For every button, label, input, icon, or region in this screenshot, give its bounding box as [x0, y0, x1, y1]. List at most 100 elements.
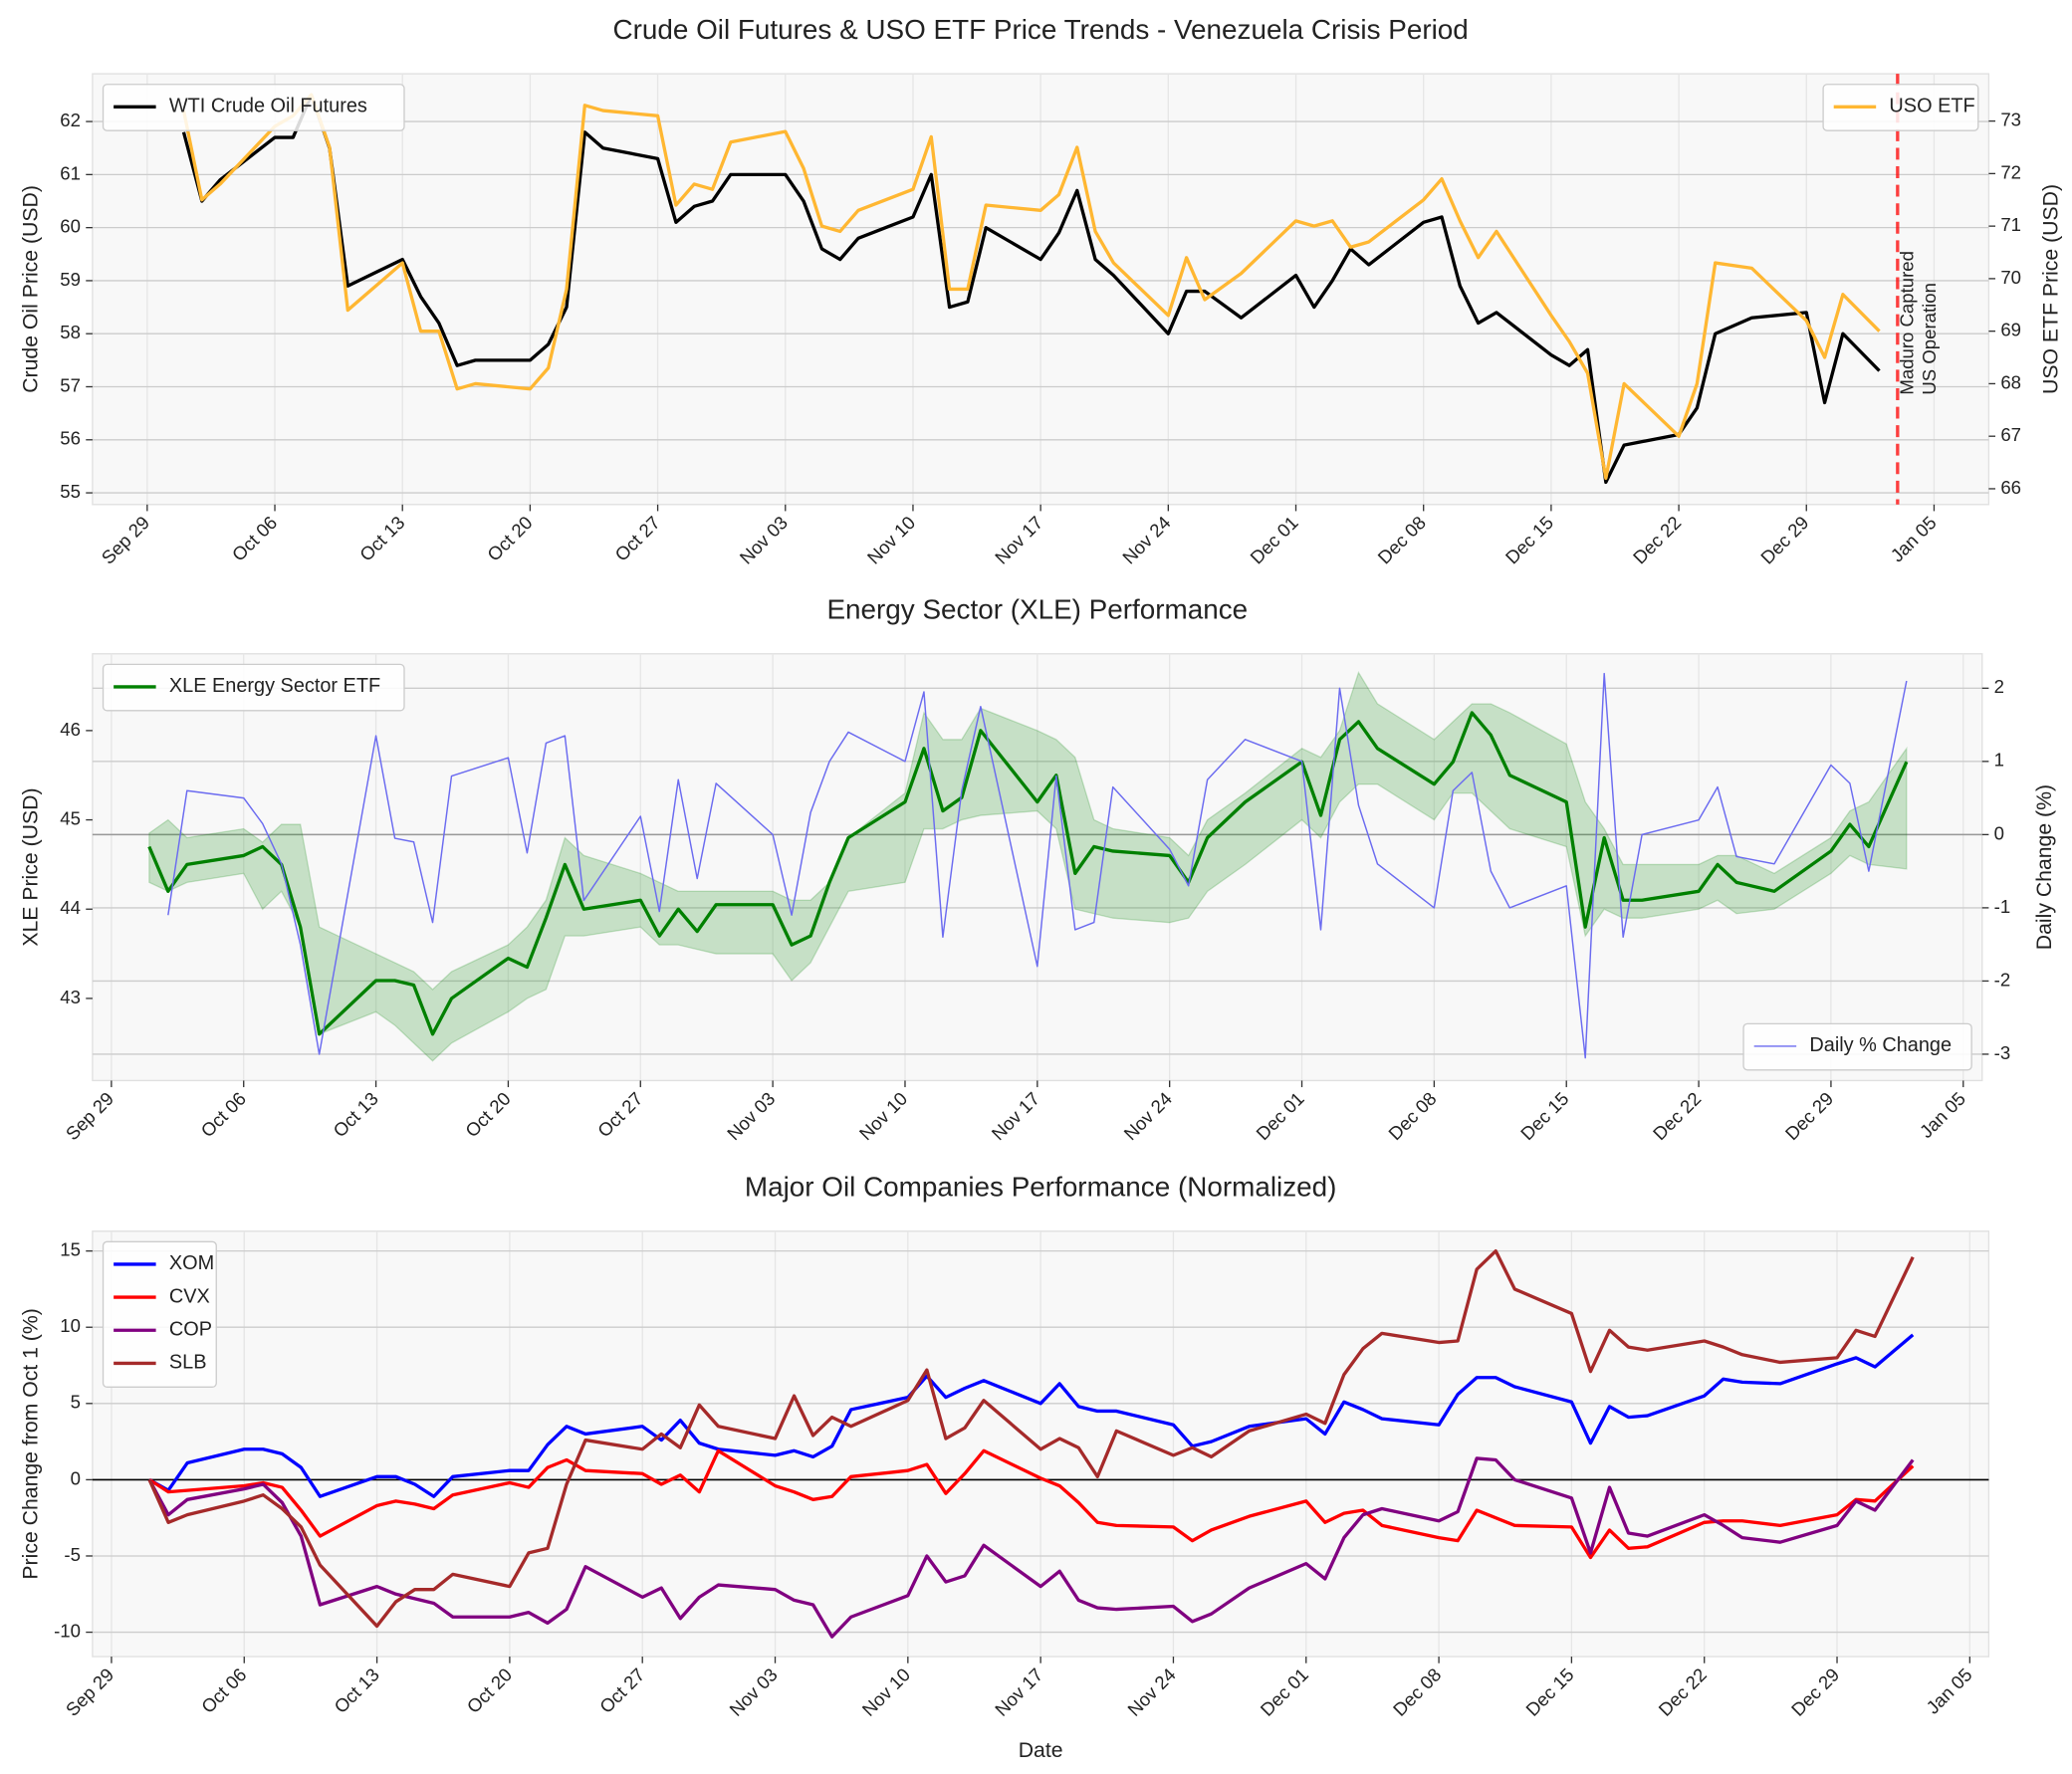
y-tick-label: 5 [71, 1392, 81, 1413]
event-label: Maduro Captured [1896, 251, 1917, 395]
x-tick-label: Oct 27 [593, 1088, 647, 1142]
legend-box [102, 1240, 217, 1388]
legend-label: XLE Energy Sector ETF [169, 675, 380, 697]
y2-tick-label: 71 [2000, 214, 2021, 235]
x-tick-label: Oct 20 [463, 1663, 517, 1717]
y-tick-label: 60 [60, 216, 81, 237]
series-line [147, 711, 1909, 1036]
y-axis-label: Price Change from Oct 1 (%) [19, 1308, 42, 1579]
y-tick-label: 56 [60, 428, 81, 449]
y2-tick-label: 68 [2000, 371, 2021, 392]
y-tick-label: 62 [60, 110, 81, 130]
legend-label: SLB [169, 1352, 207, 1374]
legend-label: CVX [169, 1285, 210, 1307]
y-tick-label: 15 [60, 1239, 81, 1260]
y-axis-label: Crude Oil Price (USD) [19, 185, 42, 393]
x-axis-label: Date [1019, 1739, 1063, 1762]
x-tick-label: Oct 20 [483, 512, 537, 565]
x-tick-label: Dec 08 [1374, 512, 1430, 567]
legend-label: COP [169, 1319, 212, 1341]
series-line [181, 93, 1881, 481]
x-tick-label: Dec 22 [1629, 512, 1685, 567]
y2-tick-label: -1 [1994, 896, 2011, 917]
x-tick-label: Dec 22 [1649, 1088, 1705, 1144]
y2-axis-label: USO ETF Price (USD) [2040, 184, 2063, 394]
x-tick-label: Oct 13 [329, 1088, 382, 1142]
y-tick-label: 44 [60, 897, 81, 918]
x-tick-label: Nov 03 [736, 512, 792, 567]
x-tick-label: Oct 06 [196, 1088, 250, 1142]
x-tick-label: Dec 29 [1756, 512, 1812, 567]
legend-label: XOM [169, 1252, 214, 1274]
y2-tick-label: 66 [2000, 477, 2021, 498]
x-tick-label: Jan 05 [1916, 1088, 1969, 1142]
legend-label: USO ETF [1889, 96, 1974, 117]
x-tick-label: Oct 13 [330, 1663, 383, 1717]
series-line [148, 1333, 1915, 1498]
y2-tick-label: 72 [2000, 161, 2021, 182]
y2-tick-label: 1 [1994, 750, 2004, 771]
series-line [147, 1248, 1915, 1629]
x-tick-label: Sep 29 [62, 1663, 117, 1719]
chart-title: Major Oil Companies Performance (Normali… [745, 1172, 1337, 1203]
x-tick-label: Nov 24 [1118, 512, 1174, 567]
x-tick-label: Oct 20 [461, 1088, 515, 1142]
x-tick-label: Nov 10 [863, 512, 919, 567]
legend-box [1822, 84, 1979, 131]
series-line [167, 672, 1908, 1059]
x-tick-label: Sep 29 [98, 512, 153, 567]
x-tick-label: Oct 06 [228, 512, 282, 565]
x-tick-label: Dec 15 [1521, 1663, 1577, 1719]
x-tick-label: Dec 01 [1246, 512, 1301, 567]
y2-tick-label: 67 [2000, 424, 2021, 445]
x-tick-label: Oct 27 [595, 1663, 649, 1717]
y-tick-label: 55 [60, 481, 81, 502]
y-axis-label: XLE Price (USD) [19, 788, 42, 947]
x-tick-label: Nov 10 [858, 1663, 914, 1719]
x-tick-label: Dec 29 [1781, 1088, 1837, 1144]
y-tick-label: 10 [60, 1315, 81, 1336]
x-tick-label: Nov 17 [988, 1088, 1043, 1144]
chart-title: Crude Oil Futures & USO ETF Price Trends… [612, 14, 1468, 45]
range-band [148, 671, 1908, 1062]
series-line [181, 93, 1881, 485]
x-tick-label: Dec 08 [1384, 1088, 1440, 1144]
chart-title: Energy Sector (XLE) Performance [826, 594, 1248, 625]
legend-box [102, 84, 405, 131]
legend-box [1742, 1022, 1972, 1071]
y2-axis-label: Daily Change (%) [2033, 784, 2056, 950]
x-tick-label: Nov 10 [855, 1088, 911, 1144]
y2-tick-label: 2 [1994, 676, 2004, 697]
y2-tick-label: 70 [2000, 267, 2021, 288]
y2-tick-label: -3 [1994, 1042, 2011, 1063]
x-tick-label: Dec 22 [1655, 1663, 1711, 1719]
y2-tick-label: 73 [2000, 110, 2021, 130]
x-tick-label: Oct 13 [355, 512, 409, 565]
x-tick-label: Sep 29 [62, 1088, 117, 1144]
x-tick-label: Dec 29 [1787, 1663, 1843, 1719]
y2-tick-label: -2 [1994, 969, 2011, 990]
y-tick-label: 45 [60, 807, 81, 828]
y-tick-label: 0 [71, 1467, 81, 1488]
y-tick-label: -5 [64, 1544, 81, 1565]
y-tick-label: 58 [60, 322, 81, 342]
x-tick-label: Nov 17 [991, 1663, 1046, 1719]
x-tick-label: Dec 01 [1257, 1663, 1312, 1719]
legend-label: WTI Crude Oil Futures [169, 96, 367, 117]
y-tick-label: 61 [60, 162, 81, 183]
event-label: US Operation [1919, 283, 1940, 395]
x-tick-label: Dec 15 [1501, 512, 1557, 567]
y-tick-label: -10 [54, 1620, 81, 1641]
y2-tick-label: 69 [2000, 320, 2021, 340]
x-tick-label: Nov 03 [723, 1088, 779, 1144]
legend-label: Daily % Change [1809, 1034, 1952, 1056]
x-tick-label: Oct 06 [197, 1663, 251, 1717]
x-tick-label: Dec 08 [1389, 1663, 1445, 1719]
x-tick-label: Nov 24 [1123, 1663, 1179, 1719]
legend-box [102, 663, 405, 712]
x-tick-label: Dec 01 [1252, 1088, 1307, 1144]
y-tick-label: 46 [60, 719, 81, 740]
x-tick-label: Jan 05 [1886, 512, 1940, 565]
